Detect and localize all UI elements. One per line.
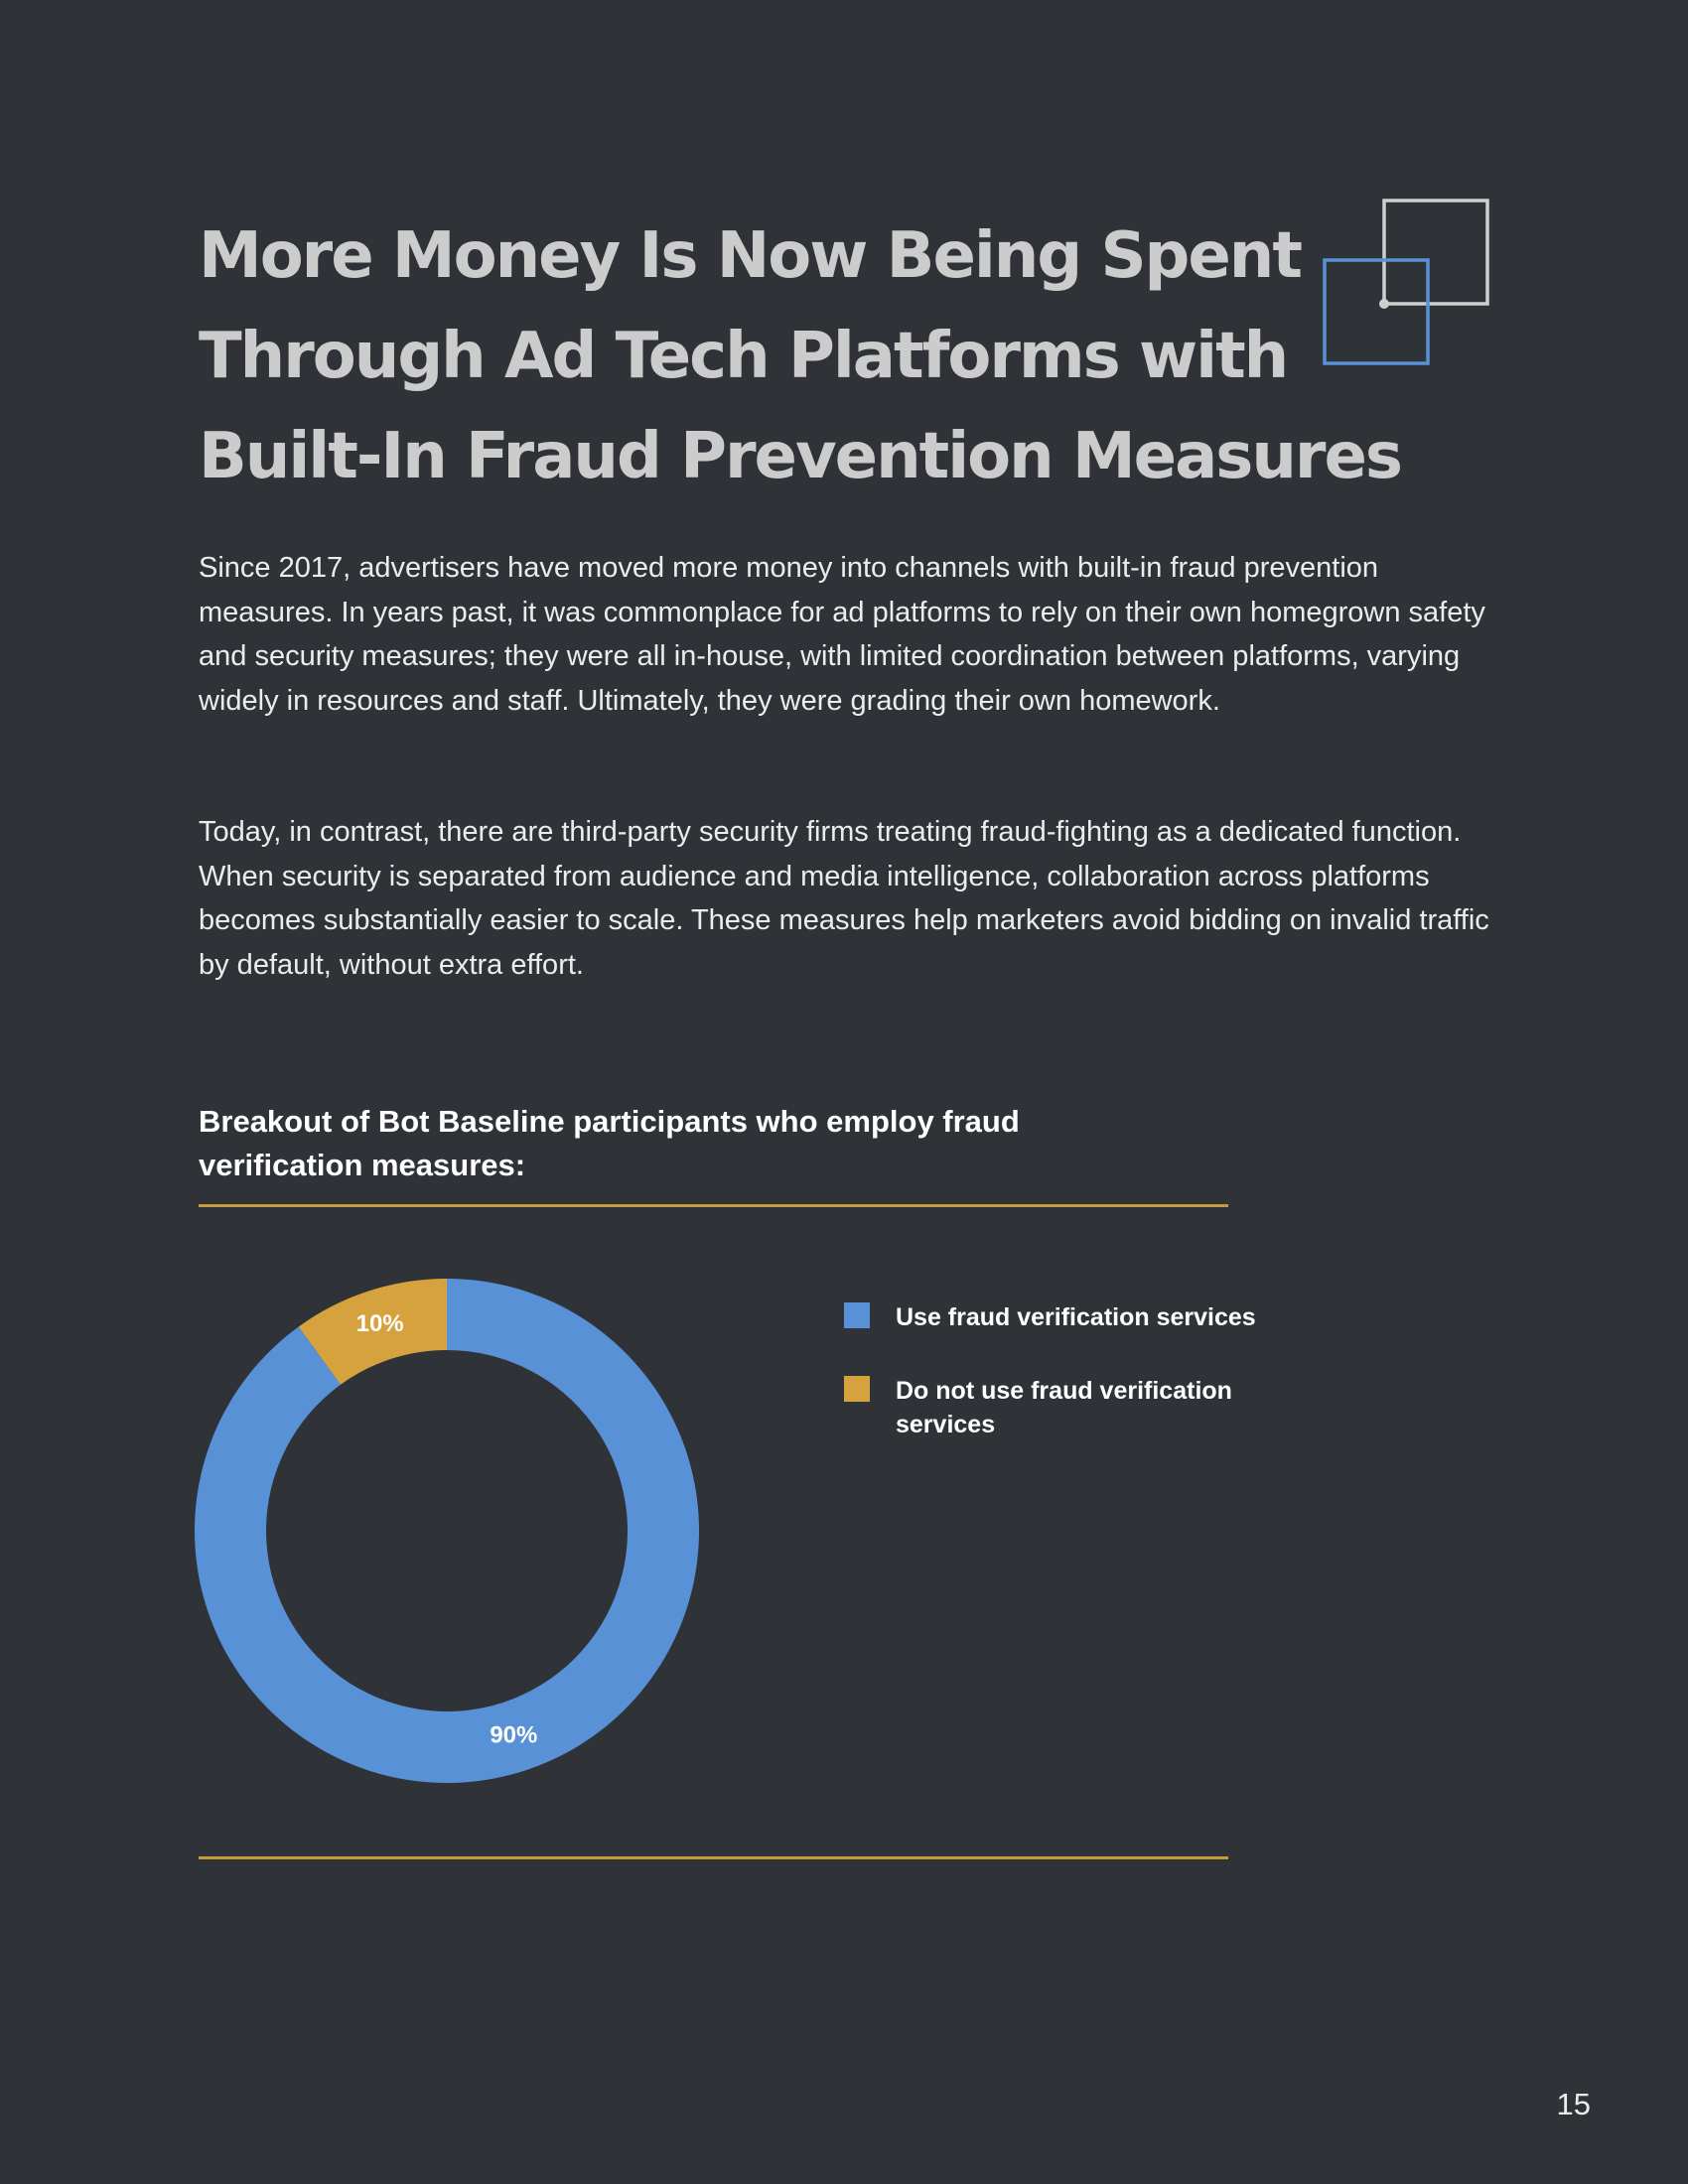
square-outline-blue: [1323, 258, 1430, 365]
slice-value-label: 90%: [490, 1722, 537, 1749]
page-number: 15: [1556, 2087, 1591, 2121]
chart-title: Breakout of Bot Baseline participants wh…: [199, 1104, 1020, 1182]
legend-swatch-blue: [844, 1302, 870, 1328]
connector-dot: [1379, 299, 1389, 309]
donut-slice-1: [298, 1279, 447, 1385]
square-outline-gray: [1382, 199, 1489, 306]
title-line: Through Ad Tech Platforms with: [199, 320, 1289, 393]
page-title: More Money Is Now Being Spent Through Ad…: [199, 206, 1403, 507]
title-line: More Money Is Now Being Spent: [199, 219, 1303, 293]
chart-legend: Use fraud verification services Do not u…: [844, 1300, 1291, 1481]
donut-slice-0: [194, 1279, 700, 1783]
legend-label: Use fraud verification services: [896, 1303, 1256, 1331]
legend-item-do-not-use: Do not use fraud verification services: [844, 1374, 1291, 1441]
divider-bottom: [199, 1856, 1228, 1859]
legend-item-use: Use fraud verification services: [844, 1300, 1291, 1334]
title-line: Built-In Fraud Prevention Measures: [199, 420, 1403, 493]
contrast-paragraph: Today, in contrast, there are third-part…: [199, 816, 1489, 981]
overlapping-squares-icon: [1323, 199, 1489, 365]
slice-value-label: 10%: [356, 1310, 404, 1337]
divider-top: [199, 1204, 1228, 1207]
legend-swatch-gold: [844, 1376, 870, 1402]
donut-chart: 90% 10%: [194, 1279, 700, 1783]
intro-paragraph: Since 2017, advertisers have moved more …: [199, 552, 1485, 717]
legend-label: Do not use fraud verification services: [896, 1377, 1232, 1438]
